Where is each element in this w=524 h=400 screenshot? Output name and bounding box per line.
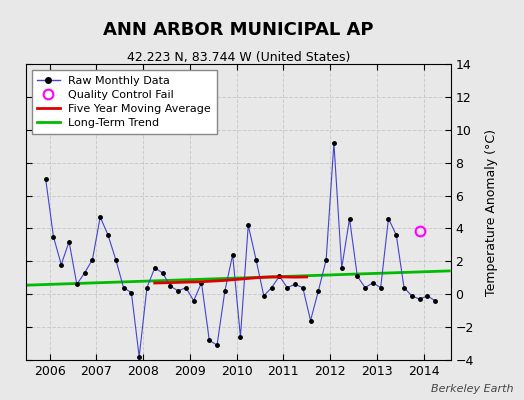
Text: ANN ARBOR MUNICIPAL AP: ANN ARBOR MUNICIPAL AP bbox=[103, 21, 374, 39]
Legend: Raw Monthly Data, Quality Control Fail, Five Year Moving Average, Long-Term Tren: Raw Monthly Data, Quality Control Fail, … bbox=[32, 70, 217, 134]
Text: Berkeley Earth: Berkeley Earth bbox=[431, 384, 514, 394]
Y-axis label: Temperature Anomaly (°C): Temperature Anomaly (°C) bbox=[485, 128, 498, 296]
Title: 42.223 N, 83.744 W (United States): 42.223 N, 83.744 W (United States) bbox=[127, 51, 350, 64]
